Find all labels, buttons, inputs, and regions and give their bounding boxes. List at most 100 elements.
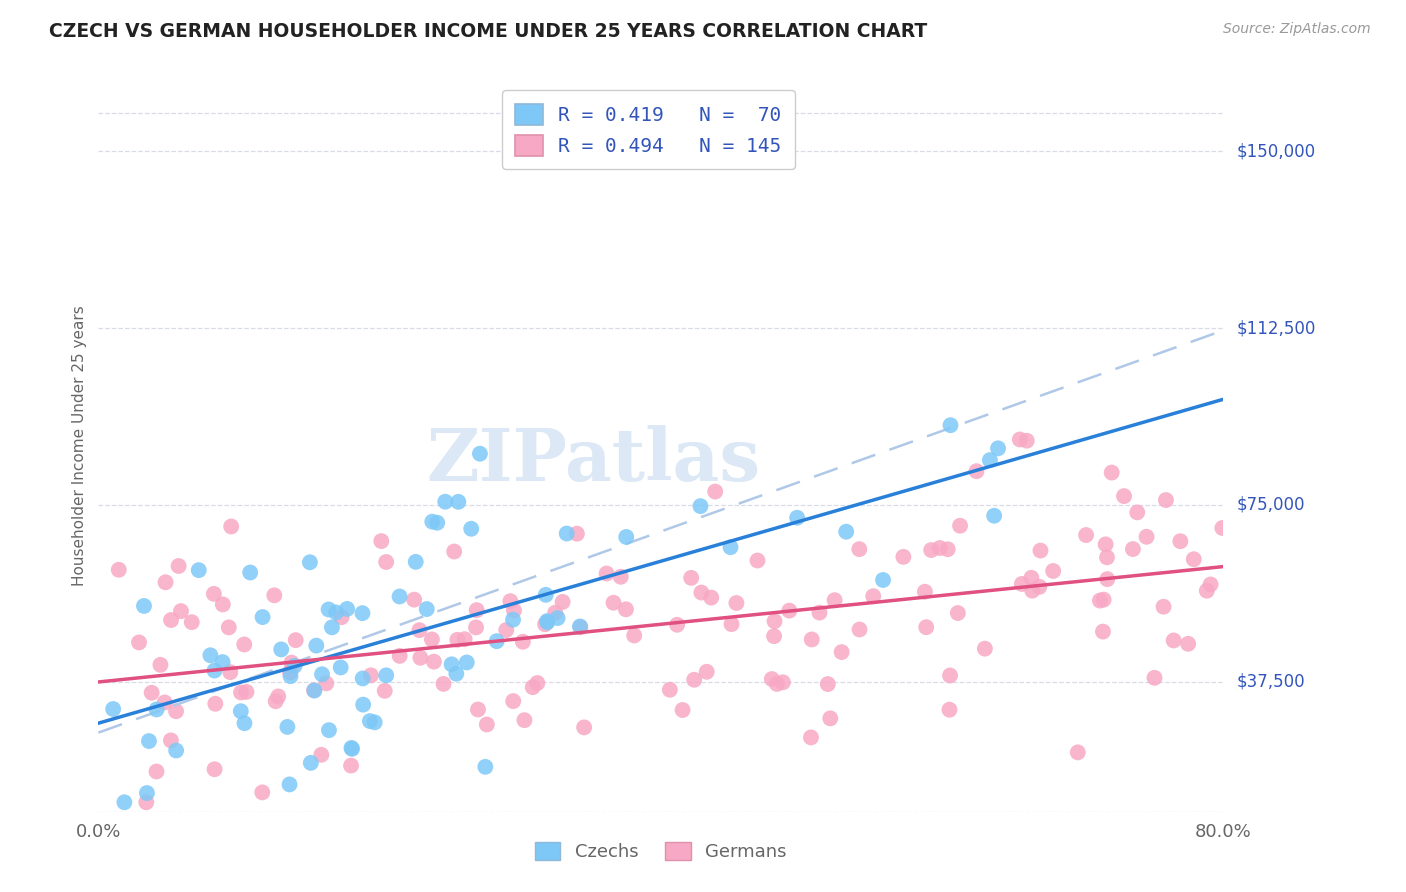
Point	[610, 570, 633, 584]
Point	[1154, 493, 1177, 508]
Point	[160, 733, 183, 747]
Point	[440, 657, 463, 672]
Point	[534, 617, 557, 632]
Point	[1153, 599, 1175, 614]
Point	[340, 758, 363, 772]
Point	[808, 606, 831, 620]
Point	[149, 657, 172, 672]
Point	[800, 731, 823, 745]
Point	[1097, 572, 1119, 586]
Point	[325, 606, 347, 620]
Point	[318, 723, 340, 738]
Point	[831, 645, 853, 659]
Point	[1101, 466, 1123, 480]
Point	[467, 702, 489, 716]
Point	[330, 610, 353, 624]
Point	[862, 589, 884, 603]
Point	[426, 516, 449, 530]
Point	[298, 555, 321, 569]
Point	[200, 648, 222, 663]
Point	[495, 623, 517, 637]
Point	[1170, 534, 1192, 549]
Point	[534, 588, 557, 602]
Point	[420, 632, 443, 647]
Point	[404, 592, 426, 607]
Point	[503, 603, 526, 617]
Point	[446, 666, 468, 681]
Point	[551, 595, 574, 609]
Point	[848, 623, 870, 637]
Point	[112, 795, 135, 809]
Point	[595, 566, 617, 581]
Point	[204, 762, 226, 776]
Point	[318, 602, 340, 616]
Point	[374, 683, 396, 698]
Point	[475, 717, 498, 731]
Point	[747, 553, 769, 567]
Point	[820, 711, 842, 725]
Point	[763, 614, 786, 628]
Point	[434, 494, 457, 508]
Point	[388, 590, 411, 604]
Point	[936, 542, 959, 557]
Point	[153, 696, 176, 710]
Point	[280, 669, 302, 683]
Point	[460, 522, 482, 536]
Point	[1011, 577, 1033, 591]
Point	[423, 655, 446, 669]
Point	[405, 555, 427, 569]
Point	[280, 656, 302, 670]
Point	[1021, 571, 1043, 585]
Point	[772, 675, 794, 690]
Point	[536, 615, 558, 630]
Text: $112,500: $112,500	[1237, 319, 1316, 337]
Point	[132, 599, 155, 613]
Point	[547, 611, 569, 625]
Point	[949, 518, 972, 533]
Point	[278, 777, 301, 791]
Point	[264, 694, 287, 708]
Point	[135, 786, 157, 800]
Point	[502, 694, 524, 708]
Point	[696, 665, 718, 679]
Point	[138, 734, 160, 748]
Point	[1182, 552, 1205, 566]
Point	[872, 573, 894, 587]
Point	[270, 642, 292, 657]
Point	[938, 703, 960, 717]
Point	[252, 785, 274, 799]
Point	[1195, 583, 1218, 598]
Point	[420, 515, 443, 529]
Point	[453, 632, 475, 647]
Point	[263, 588, 285, 602]
Point	[1088, 593, 1111, 607]
Point	[658, 682, 681, 697]
Point	[602, 596, 624, 610]
Point	[614, 602, 637, 616]
Point	[311, 667, 333, 681]
Point	[145, 764, 167, 779]
Point	[720, 617, 742, 632]
Point	[915, 620, 938, 634]
Point	[939, 668, 962, 682]
Point	[766, 677, 789, 691]
Point	[280, 665, 302, 679]
Point	[101, 702, 124, 716]
Point	[360, 668, 382, 682]
Point	[966, 464, 988, 478]
Y-axis label: Householder Income Under 25 years: Householder Income Under 25 years	[72, 306, 87, 586]
Point	[1199, 577, 1222, 591]
Point	[704, 484, 727, 499]
Point	[983, 508, 1005, 523]
Point	[824, 593, 846, 607]
Point	[145, 702, 167, 716]
Point	[302, 683, 325, 698]
Point	[1091, 624, 1114, 639]
Point	[565, 526, 588, 541]
Point	[336, 602, 359, 616]
Point	[1135, 530, 1157, 544]
Point	[536, 614, 558, 628]
Point	[1092, 592, 1115, 607]
Point	[321, 620, 343, 634]
Point	[720, 540, 742, 554]
